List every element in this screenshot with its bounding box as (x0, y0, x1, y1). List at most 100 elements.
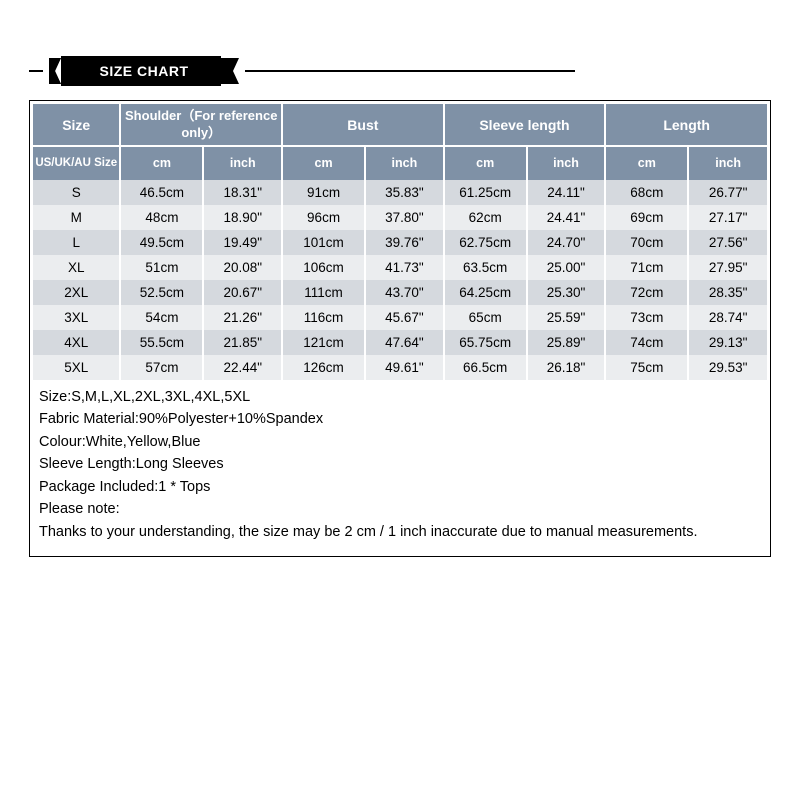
note-line: Please note: (39, 498, 761, 520)
cell-sleeve_in: 24.41" (527, 205, 606, 230)
cell-shoulder_in: 20.08" (203, 255, 282, 280)
size-chart-table: Size Shoulder（For reference only） Bust S… (33, 104, 767, 380)
cell-length_cm: 74cm (605, 330, 688, 355)
cell-size: 2XL (33, 280, 120, 305)
cell-sleeve_cm: 65.75cm (444, 330, 527, 355)
subheader-size: US/UK/AU Size (33, 146, 120, 180)
note-line: Package Included:1 * Tops (39, 476, 761, 498)
cell-length_cm: 72cm (605, 280, 688, 305)
cell-shoulder_cm: 52.5cm (120, 280, 203, 305)
cell-sleeve_cm: 62.75cm (444, 230, 527, 255)
cell-bust_cm: 91cm (282, 180, 365, 205)
header-bust: Bust (282, 104, 444, 146)
table-row: XL51cm20.08"106cm41.73"63.5cm25.00"71cm2… (33, 255, 767, 280)
note-line: Sleeve Length:Long Sleeves (39, 453, 761, 475)
subheader-inch: inch (203, 146, 282, 180)
cell-length_in: 27.95" (688, 255, 767, 280)
cell-bust_in: 47.64" (365, 330, 444, 355)
cell-bust_in: 39.76" (365, 230, 444, 255)
cell-sleeve_in: 26.18" (527, 355, 606, 380)
cell-length_cm: 73cm (605, 305, 688, 330)
cell-length_in: 29.53" (688, 355, 767, 380)
cell-bust_cm: 116cm (282, 305, 365, 330)
subheader-inch: inch (688, 146, 767, 180)
cell-size: L (33, 230, 120, 255)
cell-sleeve_cm: 66.5cm (444, 355, 527, 380)
subheader-inch: inch (365, 146, 444, 180)
subheader-cm: cm (120, 146, 203, 180)
cell-shoulder_cm: 48cm (120, 205, 203, 230)
cell-length_cm: 71cm (605, 255, 688, 280)
header-shoulder: Shoulder（For reference only） (120, 104, 282, 146)
cell-sleeve_cm: 63.5cm (444, 255, 527, 280)
note-line: Thanks to your understanding, the size m… (39, 521, 761, 543)
cell-sleeve_in: 25.59" (527, 305, 606, 330)
table-row: 2XL52.5cm20.67"111cm43.70"64.25cm25.30"7… (33, 280, 767, 305)
cell-length_cm: 75cm (605, 355, 688, 380)
cell-shoulder_in: 19.49" (203, 230, 282, 255)
cell-sleeve_in: 24.11" (527, 180, 606, 205)
note-line: Fabric Material:90%Polyester+10%Spandex (39, 408, 761, 430)
cell-bust_cm: 96cm (282, 205, 365, 230)
cell-size: 3XL (33, 305, 120, 330)
title-banner: SIZE CHART (29, 56, 771, 86)
banner-dash-right (245, 70, 575, 72)
cell-length_in: 28.74" (688, 305, 767, 330)
cell-shoulder_in: 21.85" (203, 330, 282, 355)
header-length: Length (605, 104, 767, 146)
cell-bust_in: 43.70" (365, 280, 444, 305)
cell-shoulder_cm: 51cm (120, 255, 203, 280)
banner-dash-left (29, 70, 43, 72)
cell-length_in: 26.77" (688, 180, 767, 205)
cell-size: M (33, 205, 120, 230)
header-sleeve: Sleeve length (444, 104, 606, 146)
cell-sleeve_cm: 61.25cm (444, 180, 527, 205)
cell-shoulder_in: 18.31" (203, 180, 282, 205)
cell-bust_in: 49.61" (365, 355, 444, 380)
cell-shoulder_cm: 55.5cm (120, 330, 203, 355)
note-line: Size:S,M,L,XL,2XL,3XL,4XL,5XL (39, 386, 761, 408)
cell-length_in: 28.35" (688, 280, 767, 305)
cell-bust_cm: 101cm (282, 230, 365, 255)
cell-length_cm: 69cm (605, 205, 688, 230)
cell-shoulder_in: 21.26" (203, 305, 282, 330)
cell-sleeve_in: 25.30" (527, 280, 606, 305)
cell-sleeve_in: 24.70" (527, 230, 606, 255)
cell-bust_cm: 106cm (282, 255, 365, 280)
cell-shoulder_in: 18.90" (203, 205, 282, 230)
subheader-cm: cm (444, 146, 527, 180)
cell-size: XL (33, 255, 120, 280)
table-row: S46.5cm18.31"91cm35.83"61.25cm24.11"68cm… (33, 180, 767, 205)
cell-size: 5XL (33, 355, 120, 380)
subheader-cm: cm (282, 146, 365, 180)
table-row: 5XL57cm22.44"126cm49.61"66.5cm26.18"75cm… (33, 355, 767, 380)
table-row: M48cm18.90"96cm37.80"62cm24.41"69cm27.17… (33, 205, 767, 230)
table-row: 4XL55.5cm21.85"121cm47.64"65.75cm25.89"7… (33, 330, 767, 355)
cell-shoulder_cm: 54cm (120, 305, 203, 330)
cell-bust_cm: 126cm (282, 355, 365, 380)
cell-bust_cm: 121cm (282, 330, 365, 355)
ribbon-icon (49, 56, 239, 86)
cell-sleeve_cm: 62cm (444, 205, 527, 230)
cell-sleeve_in: 25.00" (527, 255, 606, 280)
cell-bust_in: 37.80" (365, 205, 444, 230)
cell-shoulder_cm: 49.5cm (120, 230, 203, 255)
cell-sleeve_cm: 65cm (444, 305, 527, 330)
cell-length_cm: 70cm (605, 230, 688, 255)
cell-length_cm: 68cm (605, 180, 688, 205)
cell-sleeve_cm: 64.25cm (444, 280, 527, 305)
notes-block: Size:S,M,L,XL,2XL,3XL,4XL,5XL Fabric Mat… (33, 380, 767, 553)
cell-length_in: 27.17" (688, 205, 767, 230)
cell-shoulder_cm: 57cm (120, 355, 203, 380)
subheader-inch: inch (527, 146, 606, 180)
table-row: 3XL54cm21.26"116cm45.67"65cm25.59"73cm28… (33, 305, 767, 330)
cell-size: 4XL (33, 330, 120, 355)
cell-bust_in: 35.83" (365, 180, 444, 205)
cell-shoulder_in: 20.67" (203, 280, 282, 305)
ribbon: SIZE CHART (49, 56, 239, 86)
cell-shoulder_cm: 46.5cm (120, 180, 203, 205)
cell-shoulder_in: 22.44" (203, 355, 282, 380)
cell-bust_cm: 111cm (282, 280, 365, 305)
size-chart-box: Size Shoulder（For reference only） Bust S… (29, 100, 771, 557)
header-size: Size (33, 104, 120, 146)
